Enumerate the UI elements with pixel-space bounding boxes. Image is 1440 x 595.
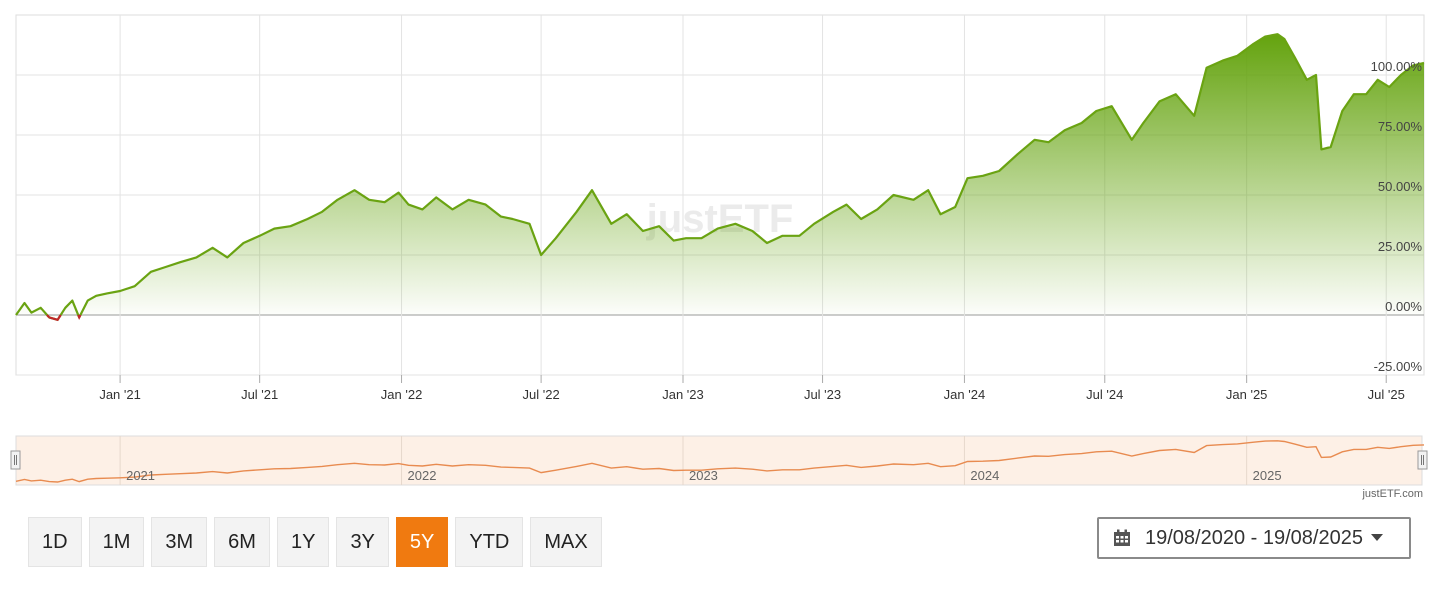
- navigator-right-handle[interactable]: [1417, 450, 1428, 470]
- navigator-selection[interactable]: [15, 435, 1423, 486]
- range-button-1y[interactable]: 1Y: [276, 517, 330, 567]
- x-tick-label: Jan '23: [662, 387, 704, 402]
- y-tick-label: 100.00%: [1371, 59, 1423, 74]
- navigator-year-label: 2021: [126, 468, 155, 483]
- x-axis-labels: Jan '21 Jul '21 Jan '22 Jul '22 Jan '23 Jul '…: [99, 387, 1404, 402]
- date-range-picker[interactable]: 19/08/2020 - 19/08/2025: [1097, 517, 1411, 559]
- x-tick-label: Jan '25: [1226, 387, 1268, 402]
- navigator-left-handle[interactable]: [10, 450, 21, 470]
- y-axis-labels: 100.00% 75.00% 50.00% 25.00% 0.00% -25.00%: [1371, 59, 1423, 374]
- range-button-1d[interactable]: 1D: [28, 517, 82, 567]
- x-tick-label: Jul '21: [241, 387, 278, 402]
- y-tick-label: 75.00%: [1378, 119, 1423, 134]
- range-button-3y[interactable]: 3Y: [336, 517, 389, 567]
- x-tick-label: Jul '24: [1086, 387, 1123, 402]
- navigator-year-label: 2022: [408, 468, 437, 483]
- series-area: [16, 34, 1424, 320]
- x-tick-label: Jan '22: [381, 387, 423, 402]
- x-tick-label: Jul '23: [804, 387, 841, 402]
- x-tick-label: Jul '25: [1368, 387, 1405, 402]
- x-tick-label: Jan '24: [944, 387, 986, 402]
- calendar-icon: [1114, 529, 1130, 546]
- range-button-max[interactable]: MAX: [530, 517, 602, 567]
- y-tick-label: 0.00%: [1385, 299, 1422, 314]
- range-button-ytd[interactable]: YTD: [455, 517, 524, 567]
- series-line: [15, 33, 1425, 321]
- range-button-6m[interactable]: 6M: [214, 517, 270, 567]
- series-negative-line: [46, 314, 82, 322]
- navigator-year-label: 2024: [970, 468, 999, 483]
- y-tick-label: -25.00%: [1374, 359, 1423, 374]
- range-button-1m[interactable]: 1M: [88, 517, 145, 567]
- chevron-down-icon: [1370, 534, 1383, 541]
- chart-credit[interactable]: justETF.com: [1362, 488, 1423, 500]
- navigator-year-labels: 2021 2022 2023 2024 2025: [126, 468, 1281, 483]
- y-tick-label: 25.00%: [1378, 239, 1423, 254]
- range-button-group: 1D 1M 3M 6M 1Y 3Y 5Y YTD MAX: [28, 517, 602, 567]
- navigator-line: [15, 440, 1425, 483]
- date-range-text: 19/08/2020 - 19/08/2025: [1145, 526, 1363, 549]
- range-button-5y[interactable]: 5Y: [395, 517, 449, 567]
- y-tick-label: 50.00%: [1378, 179, 1423, 194]
- navigator-year-label: 2023: [689, 468, 718, 483]
- performance-chart[interactable]: justETF 100.00%75.00%50.00%25.00%0.00%-2…: [0, 0, 1440, 410]
- navigator-grid: [119, 436, 1248, 485]
- range-button-3m[interactable]: 3M: [151, 517, 208, 567]
- x-tick-label: Jul '22: [523, 387, 560, 402]
- x-tick-label: Jan '21: [99, 387, 141, 402]
- navigator-year-label: 2025: [1253, 468, 1282, 483]
- range-navigator[interactable]: 2021 2022 2023 2024 2025: [0, 430, 1440, 490]
